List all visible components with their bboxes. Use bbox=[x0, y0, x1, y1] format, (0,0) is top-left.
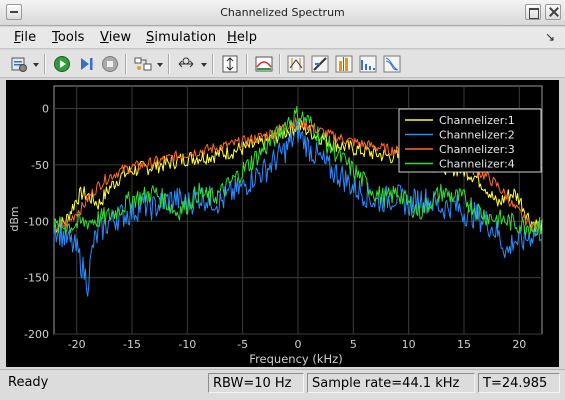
y-tick-label: 0 bbox=[42, 103, 49, 116]
settings-dropdown-icon[interactable] bbox=[33, 63, 39, 67]
ccdf-icon[interactable] bbox=[381, 53, 403, 75]
toolbar-separator bbox=[279, 54, 280, 74]
spectrum-style-icon[interactable] bbox=[253, 53, 275, 75]
x-tick-label: 0 bbox=[295, 338, 302, 351]
menu-tools[interactable]: Tools bbox=[52, 30, 85, 45]
x-tick-label: -15 bbox=[123, 338, 141, 351]
signal-selector-icon[interactable] bbox=[132, 53, 154, 75]
signal-selector-dropdown-icon[interactable] bbox=[157, 63, 163, 67]
cursor-measurements-icon[interactable] bbox=[285, 53, 307, 75]
y-tick-label: -150 bbox=[24, 272, 49, 285]
status-bar: Ready RBW=10 Hz Sample rate=44.1 kHz T=2… bbox=[0, 369, 565, 400]
legend-entry-4[interactable]: Channelizer:4 bbox=[439, 158, 515, 171]
menu-bar: File Tools View Simulation Help ↘ bbox=[0, 27, 565, 49]
y-tick-label: -100 bbox=[24, 215, 49, 228]
status-state: Ready bbox=[8, 375, 49, 390]
toolbar bbox=[0, 50, 565, 78]
peak-finder-icon[interactable] bbox=[333, 53, 355, 75]
y-tick-label: -50 bbox=[31, 159, 49, 172]
spectrum-chart: -20 -15 -10 -5 0 5 10 15 200-50-100-150-200 dBm … bbox=[8, 85, 543, 366]
menu-simulation[interactable]: Simulation bbox=[146, 30, 217, 45]
close-button[interactable] bbox=[545, 4, 561, 20]
window-title: Channelized Spectrum bbox=[220, 6, 345, 19]
stop-icon[interactable] bbox=[99, 53, 121, 75]
distortion-icon[interactable] bbox=[357, 53, 379, 75]
scale-axes-icon[interactable] bbox=[219, 53, 241, 75]
toolbar-separator bbox=[125, 54, 126, 74]
series-2-trace bbox=[53, 121, 543, 297]
toolbar-separator bbox=[168, 54, 169, 74]
toolbar-separator bbox=[212, 54, 213, 74]
toolbar-separator bbox=[246, 54, 247, 74]
x-tick-label: -20 bbox=[68, 338, 86, 351]
series-4-trace bbox=[53, 106, 543, 236]
y-axis-label: dBm bbox=[8, 206, 21, 231]
x-tick-label: 15 bbox=[457, 338, 471, 351]
x-tick-label: 20 bbox=[512, 338, 526, 351]
settings-icon[interactable] bbox=[8, 53, 30, 75]
tick-labels: -20 -15 -10 -5 0 5 10 15 200-50-100-150-200 bbox=[24, 103, 526, 351]
legend-entry-2[interactable]: Channelizer:2 bbox=[439, 129, 515, 142]
x-tick-label: 5 bbox=[350, 338, 357, 351]
x-axis-label: Frequency (kHz) bbox=[249, 352, 342, 366]
undock-icon[interactable]: ↘ bbox=[544, 30, 555, 44]
menu-help[interactable]: Help bbox=[227, 30, 258, 45]
menu-file[interactable]: File bbox=[14, 30, 37, 45]
menu-view[interactable]: View bbox=[100, 30, 132, 45]
maximize-button[interactable] bbox=[525, 4, 541, 20]
x-tick-label: 10 bbox=[402, 338, 416, 351]
zoom-icon[interactable] bbox=[175, 53, 197, 75]
toolbar-separator bbox=[44, 54, 45, 74]
x-tick-label: -5 bbox=[237, 338, 248, 351]
status-rbw: RBW=10 Hz bbox=[208, 373, 304, 393]
series-1-trace bbox=[53, 120, 543, 234]
status-sample-rate: Sample rate=44.1 kHz bbox=[307, 373, 475, 393]
run-icon[interactable] bbox=[51, 53, 73, 75]
x-tick-label: -10 bbox=[178, 338, 196, 351]
legend-entry-1[interactable]: Channelizer:1 bbox=[439, 114, 515, 127]
y-tick-label: -200 bbox=[24, 328, 49, 341]
step-forward-icon[interactable] bbox=[75, 53, 97, 75]
signal-statistics-icon[interactable] bbox=[309, 53, 331, 75]
status-time: T=24.985 bbox=[478, 373, 560, 393]
zoom-dropdown-icon[interactable] bbox=[201, 63, 207, 67]
legend-entry-3[interactable]: Channelizer:3 bbox=[439, 143, 515, 156]
title-bar: Channelized Spectrum bbox=[0, 0, 565, 26]
spectrum-plot: -20 -15 -10 -5 0 5 10 15 20 0 -50 -100 -150 -200 dBm … bbox=[6, 80, 559, 367]
window-menu-button[interactable] bbox=[6, 4, 22, 20]
